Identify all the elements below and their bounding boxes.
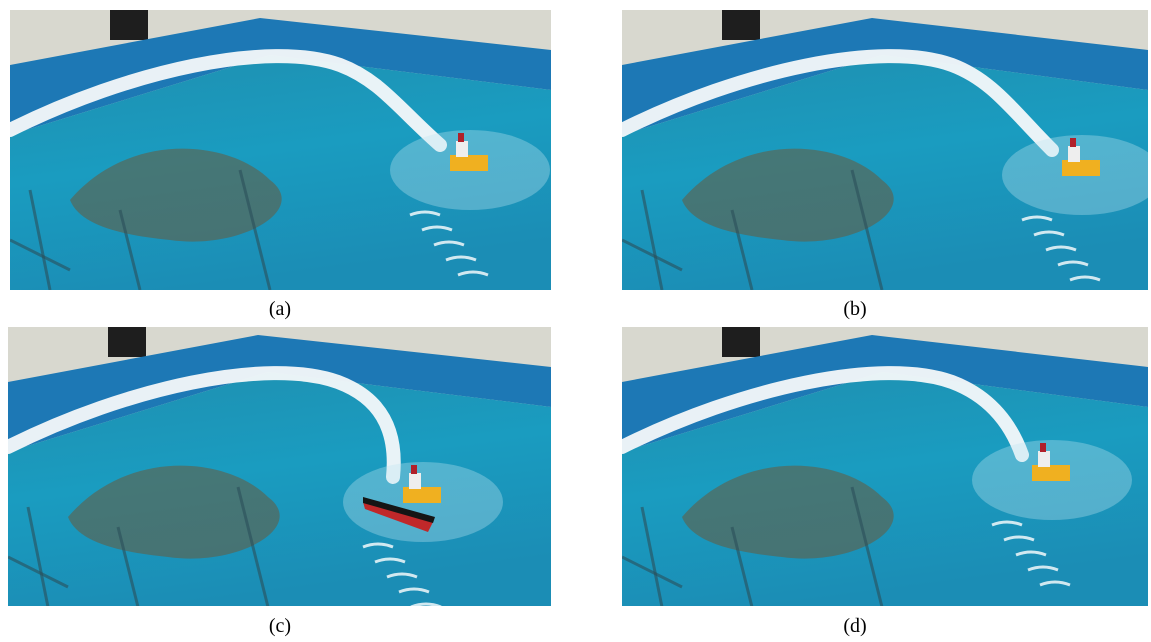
photo-c [8, 327, 551, 606]
boat-body [450, 155, 488, 171]
photo-b [622, 10, 1148, 290]
boat-cabin [456, 141, 468, 157]
person [108, 327, 146, 357]
boat-body [403, 487, 441, 503]
boat-funnel [411, 465, 417, 474]
boat-cabin [1038, 451, 1050, 467]
photo-d [622, 327, 1148, 606]
boat-body [1062, 160, 1100, 176]
photo-a [10, 10, 551, 290]
person [722, 327, 760, 357]
boat-funnel [1040, 443, 1046, 452]
boat-body [1032, 465, 1070, 481]
person [110, 10, 148, 40]
boat-funnel [458, 133, 464, 142]
figure-page: (a) (b) (c) (d) (() => { const data = JS… [0, 0, 1151, 642]
caption: (a) [220, 298, 340, 321]
boat-funnel [1070, 138, 1076, 147]
caption: (c) [220, 615, 340, 638]
person [722, 10, 760, 40]
caption: (d) [795, 615, 915, 638]
caption: (b) [795, 298, 915, 321]
boat-cabin [409, 473, 421, 489]
boat-cabin [1068, 146, 1080, 162]
